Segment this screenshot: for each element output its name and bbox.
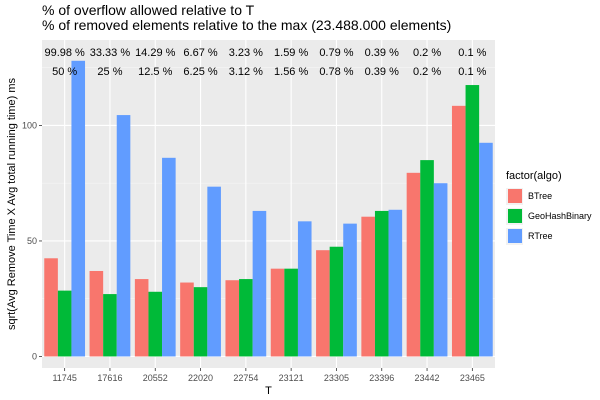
bar-rtree bbox=[479, 142, 493, 357]
bar-rtree bbox=[297, 221, 312, 357]
legend-swatch-geohashbinary bbox=[507, 209, 522, 223]
legend-item-btree: BTree bbox=[506, 186, 592, 206]
bar-btree bbox=[451, 105, 466, 357]
bar-geohashbinary bbox=[57, 290, 72, 357]
bar-rtree bbox=[116, 115, 131, 357]
annotation-removed-pct: 25 % bbox=[97, 66, 122, 78]
x-tick-label: 22020 bbox=[188, 373, 213, 383]
legend-swatch-btree bbox=[507, 189, 522, 203]
annotation-overflow-pct: 99.98 % bbox=[44, 47, 85, 59]
x-tick-label: 23121 bbox=[279, 373, 304, 383]
x-tick-label: 23305 bbox=[324, 373, 349, 383]
legend: factor(algo) BTree GeoHashBinary RTree bbox=[506, 170, 592, 246]
annotation-overflow-pct: 14.29 % bbox=[135, 47, 176, 59]
chart-title-line-1: % of overflow allowed relative to T bbox=[42, 2, 255, 18]
bar-geohashbinary bbox=[193, 287, 208, 357]
legend-item-rtree: RTree bbox=[506, 226, 592, 246]
bar-btree bbox=[270, 268, 285, 357]
legend-swatch-rtree bbox=[507, 229, 522, 243]
bar-rtree bbox=[252, 210, 267, 357]
chart-title-line-2: % of removed elements relative to the ma… bbox=[42, 17, 452, 33]
annotation-overflow-pct: 6.67 % bbox=[183, 47, 217, 59]
annotation-overflow-pct: 0.1 % bbox=[458, 47, 486, 59]
bar-btree bbox=[180, 282, 194, 357]
annotation-removed-pct: 0.2 % bbox=[413, 66, 441, 78]
bar-btree bbox=[225, 280, 240, 357]
x-tick-label: 11745 bbox=[52, 373, 76, 383]
bar-geohashbinary bbox=[239, 279, 253, 357]
x-tick-label: 23396 bbox=[369, 373, 394, 383]
bar-btree bbox=[316, 250, 330, 357]
y-tick-label: 50 bbox=[27, 236, 37, 246]
annotation-removed-pct: 50 % bbox=[52, 66, 77, 78]
annotation-removed-pct: 3.12 % bbox=[229, 66, 263, 78]
bar-geohashbinary bbox=[465, 85, 480, 357]
annotation-overflow-pct: 33.33 % bbox=[90, 47, 131, 59]
x-tick-label: 22754 bbox=[233, 373, 258, 383]
annotation-removed-pct: 0.78 % bbox=[319, 66, 353, 78]
bar-geohashbinary bbox=[420, 160, 434, 357]
bar-rtree bbox=[343, 223, 357, 357]
legend-label-geohashbinary: GeoHashBinary bbox=[528, 211, 592, 221]
x-tick-label: 20552 bbox=[143, 373, 168, 383]
legend-title: factor(algo) bbox=[506, 170, 562, 182]
bar-btree bbox=[89, 270, 104, 357]
x-tick-label: 23442 bbox=[415, 373, 440, 383]
annotation-removed-pct: 0.1 % bbox=[458, 66, 486, 78]
x-tick-label: 23465 bbox=[460, 373, 485, 383]
annotation-removed-pct: 0.39 % bbox=[365, 66, 399, 78]
annotation-removed-pct: 6.25 % bbox=[183, 66, 217, 78]
annotation-removed-pct: 12.5 % bbox=[138, 66, 172, 78]
annotation-overflow-pct: 0.2 % bbox=[413, 47, 441, 59]
bar-geohashbinary bbox=[374, 210, 389, 357]
bar-btree bbox=[361, 216, 375, 357]
x-tick-label: 17616 bbox=[97, 373, 122, 383]
y-tick-label: 0 bbox=[32, 351, 37, 361]
annotation-removed-pct: 1.56 % bbox=[274, 66, 308, 78]
bar-rtree bbox=[162, 157, 176, 357]
bar-btree bbox=[134, 279, 149, 357]
bar-geohashbinary bbox=[148, 291, 163, 357]
legend-label-btree: BTree bbox=[528, 191, 553, 201]
bar-btree bbox=[406, 172, 421, 357]
bar-rtree bbox=[433, 183, 448, 357]
legend-item-geohashbinary: GeoHashBinary bbox=[506, 206, 592, 226]
annotation-overflow-pct: 0.79 % bbox=[319, 47, 353, 59]
bar-geohashbinary bbox=[284, 268, 298, 357]
bar-rtree bbox=[71, 60, 86, 357]
annotation-overflow-pct: 1.59 % bbox=[274, 47, 308, 59]
x-axis-title: T bbox=[265, 385, 272, 397]
y-tick-label: 100 bbox=[22, 120, 37, 130]
bar-btree bbox=[44, 258, 58, 357]
bar-geohashbinary bbox=[103, 294, 117, 357]
legend-label-rtree: RTree bbox=[528, 231, 553, 241]
bar-geohashbinary bbox=[329, 246, 344, 357]
annotation-overflow-pct: 0.39 % bbox=[365, 47, 399, 59]
bar-rtree bbox=[388, 209, 403, 357]
annotation-overflow-pct: 3.23 % bbox=[229, 47, 263, 59]
bar-rtree bbox=[207, 186, 221, 357]
y-axis-title: sqrt(Avg Remove Time X Avg total running… bbox=[6, 77, 18, 330]
